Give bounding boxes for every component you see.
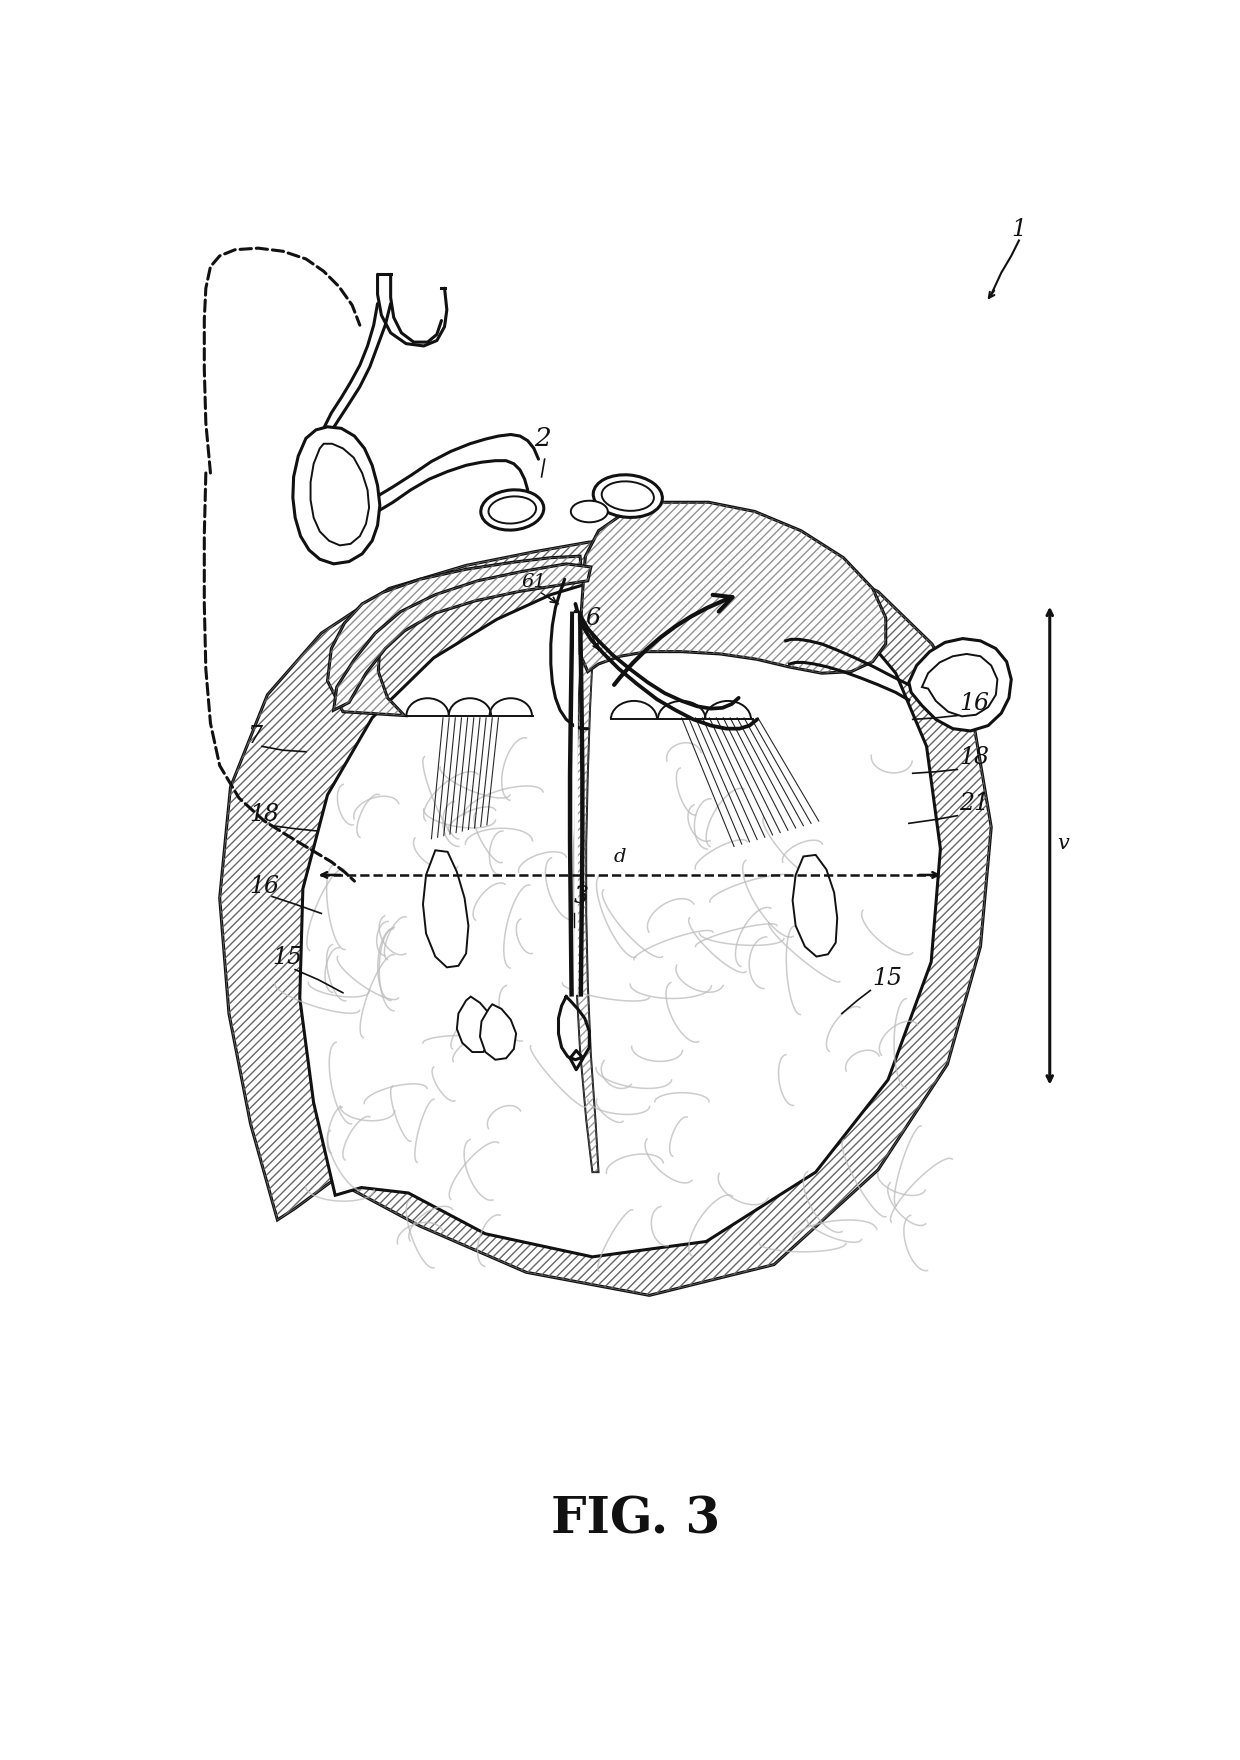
Ellipse shape (570, 502, 608, 523)
Polygon shape (480, 1005, 516, 1060)
Polygon shape (293, 426, 379, 563)
Text: v: v (1058, 834, 1069, 854)
Text: 7: 7 (247, 725, 262, 748)
Polygon shape (792, 855, 837, 957)
Text: 15: 15 (272, 947, 303, 970)
Text: 21: 21 (959, 792, 990, 815)
Polygon shape (923, 655, 997, 716)
Text: 15: 15 (873, 966, 903, 991)
Polygon shape (327, 556, 582, 716)
Polygon shape (310, 444, 370, 546)
Ellipse shape (481, 489, 544, 530)
Text: 2: 2 (534, 426, 551, 451)
Text: FIG. 3: FIG. 3 (551, 1496, 720, 1545)
Text: 18: 18 (249, 803, 279, 825)
Polygon shape (300, 572, 940, 1257)
Polygon shape (574, 579, 601, 1172)
Polygon shape (423, 850, 469, 968)
Polygon shape (909, 639, 1012, 730)
Text: 3: 3 (574, 885, 589, 908)
Text: 61: 61 (522, 574, 547, 591)
Text: 1: 1 (1012, 218, 1027, 241)
Ellipse shape (593, 475, 662, 517)
Text: 16: 16 (249, 875, 279, 898)
Polygon shape (456, 996, 494, 1052)
Polygon shape (580, 502, 885, 672)
Polygon shape (219, 535, 991, 1295)
Text: 16: 16 (959, 692, 990, 715)
Text: d: d (614, 848, 626, 866)
Polygon shape (334, 563, 590, 709)
Ellipse shape (601, 480, 653, 510)
Text: 6: 6 (585, 607, 600, 630)
Text: 18: 18 (959, 746, 990, 769)
Ellipse shape (489, 496, 536, 523)
